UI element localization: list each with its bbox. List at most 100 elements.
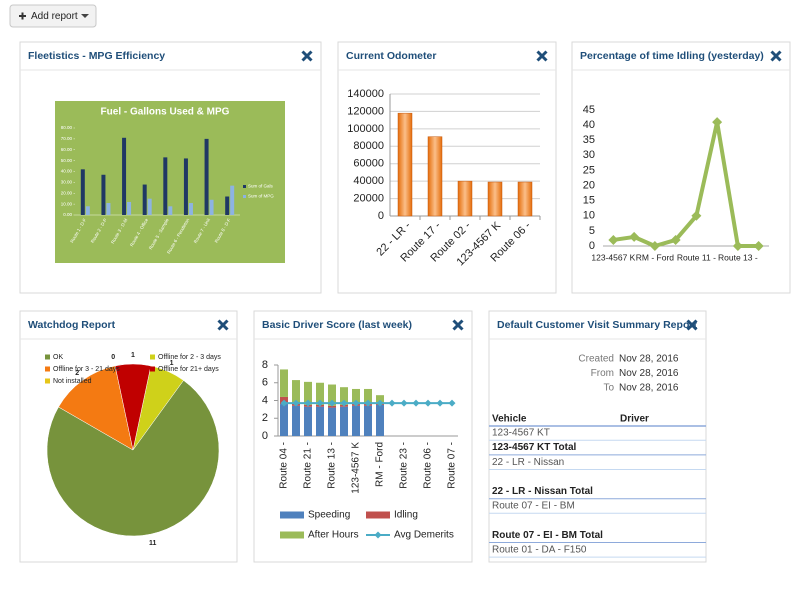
close-button[interactable] — [452, 319, 464, 331]
bar-segment — [328, 384, 336, 406]
y-tick-label: 30.00 — [61, 180, 73, 185]
legend-label: Offline for 21+ days — [158, 366, 219, 373]
legend-label: After Hours — [308, 530, 359, 541]
widget-title: Watchdog Report — [28, 319, 116, 331]
x-tick-label: Route 11 - — [677, 252, 716, 262]
field-label: From — [591, 368, 614, 379]
line-marker — [670, 234, 681, 245]
bar-segment — [352, 405, 360, 436]
table-cell: Route 07 - EI - BM — [492, 501, 575, 512]
legend-label: Offline for 3 - 21 days — [53, 366, 120, 373]
bar — [188, 203, 193, 215]
close-icon — [452, 319, 464, 331]
legend-swatch — [243, 195, 246, 198]
line-marker — [436, 399, 444, 407]
y-tick-label: 80000 — [353, 140, 384, 152]
bar-segment — [376, 395, 384, 403]
field-label: Created — [578, 354, 614, 365]
line-marker — [292, 399, 300, 407]
y-tick-label: 0 — [262, 430, 268, 442]
data-label: 0 — [111, 354, 115, 361]
y-tick-label: 35 — [583, 134, 595, 146]
y-tick-label: 10 — [583, 210, 595, 222]
bar — [225, 196, 230, 215]
line-marker — [732, 241, 743, 251]
legend-swatch — [45, 366, 50, 372]
x-tick-label: Route 06 - — [423, 442, 434, 489]
line-marker — [753, 241, 764, 251]
x-tick-label: RM - Ford — [375, 442, 386, 487]
table-cell: Route 01 - DA - F150 — [492, 544, 587, 555]
y-tick-label: 50.00 — [61, 158, 73, 163]
legend-label: Avg Demerits — [394, 530, 454, 541]
close-icon — [770, 50, 782, 62]
y-tick-label: 120000 — [347, 105, 384, 117]
bar-segment — [352, 388, 360, 405]
plus-icon — [19, 12, 26, 20]
line-marker — [364, 399, 372, 407]
y-tick-label: 30 — [583, 149, 595, 161]
bar — [163, 157, 168, 215]
bar — [517, 181, 533, 217]
widget-title: Default Customer Visit Summary Report — [497, 319, 697, 331]
line-marker — [376, 399, 384, 407]
bar — [209, 199, 214, 215]
field-value: Nov 28, 2016 — [619, 354, 679, 365]
line-marker — [328, 399, 336, 407]
bar — [85, 206, 90, 215]
line-marker — [629, 231, 640, 242]
y-tick-label: 10.00 — [61, 201, 73, 206]
line-marker — [388, 399, 396, 407]
close-button[interactable] — [536, 50, 548, 62]
y-tick-label: 15 — [583, 195, 595, 207]
caret-icon — [81, 14, 89, 18]
y-tick-label: 140000 — [347, 88, 384, 100]
legend-label: Offline for 2 - 3 days — [158, 354, 221, 361]
pie-slice — [114, 363, 152, 451]
bar — [427, 136, 443, 217]
y-tick-label: 0 — [589, 240, 595, 252]
add-report-button[interactable]: Add report — [9, 4, 97, 28]
bar — [101, 174, 106, 215]
y-tick-label: 40 — [583, 119, 595, 131]
table-cell: 123-4567 KT Total — [492, 442, 577, 453]
field-value: Nov 28, 2016 — [619, 368, 679, 379]
bar-segment — [340, 406, 348, 436]
legend-label: Not installed — [53, 378, 92, 385]
data-label: 2 — [75, 370, 79, 377]
y-tick-label: 25 — [583, 164, 595, 176]
widget-title: Basic Driver Score (last week) — [262, 319, 412, 331]
bar — [183, 158, 188, 215]
legend-label: Sum of Gals — [248, 184, 274, 189]
y-tick-label: 0 — [378, 210, 384, 222]
close-button[interactable] — [686, 319, 698, 331]
y-tick-label: 100000 — [347, 123, 384, 135]
widget-title: Fleetistics - MPG Efficiency — [28, 50, 165, 62]
bar-segment — [316, 406, 324, 436]
table-cell: 123-4567 KT — [492, 428, 550, 439]
bar-segment — [280, 369, 288, 397]
y-tick-label: 45 — [583, 104, 595, 116]
y-tick-label: 6 — [262, 377, 268, 389]
y-tick-label: 8 — [262, 359, 268, 371]
close-button[interactable] — [217, 319, 229, 331]
bar — [127, 201, 132, 215]
widget-title: Current Odometer — [346, 50, 436, 62]
bar-segment — [328, 407, 336, 436]
field-label: To — [603, 383, 614, 394]
pie-slice — [58, 365, 134, 451]
bar — [142, 184, 147, 215]
y-tick-label: 40000 — [353, 175, 384, 187]
field-value: Nov 28, 2016 — [619, 383, 679, 394]
close-button[interactable] — [301, 50, 313, 62]
close-button[interactable] — [770, 50, 782, 62]
legend-label: Speeding — [308, 510, 350, 521]
bar-segment — [316, 382, 324, 405]
x-tick-label: RM - Ford — [636, 252, 675, 262]
column-header: Driver — [620, 414, 649, 425]
legend-swatch — [150, 366, 155, 372]
line-marker — [400, 399, 408, 407]
y-tick-label: 60.00 — [61, 147, 73, 152]
column-header: Vehicle — [492, 414, 527, 425]
